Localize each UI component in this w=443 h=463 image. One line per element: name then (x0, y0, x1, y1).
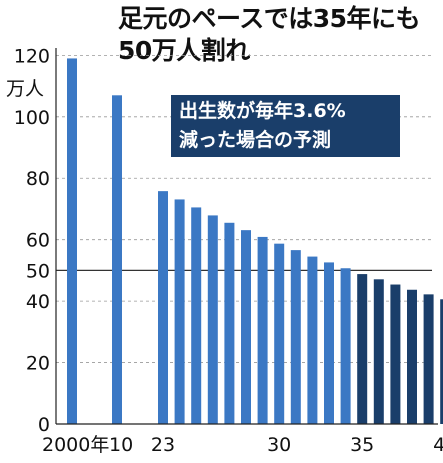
bar-2025 (191, 207, 202, 424)
bar-2039 (423, 294, 434, 424)
bar-2027 (224, 222, 235, 424)
bar-2024 (174, 199, 185, 424)
bar-2032 (307, 256, 318, 424)
bar-2023 (158, 191, 168, 424)
bar-2030 (274, 243, 285, 424)
bar-2040 (440, 299, 443, 424)
bar-2029 (257, 236, 268, 424)
y-tick-label: 60 (26, 230, 50, 252)
bar-2010 (112, 95, 122, 425)
annotation-line-2: 減った場合の予測 (179, 129, 332, 151)
bar-2034 (340, 268, 351, 424)
annotation-box: 出生数が毎年3.6% 減った場合の予測 (171, 95, 400, 157)
y-tick-label: 120 (14, 45, 50, 67)
y-tick-label: 50 (26, 260, 50, 282)
bar-2033 (324, 262, 334, 424)
unit-label: 万人 (6, 78, 45, 100)
y-tick-label: 0 (38, 414, 50, 436)
bar-2037 (390, 284, 401, 424)
bar-2031 (290, 250, 301, 424)
y-tick-label: 100 (14, 107, 50, 129)
chart-title: 足元のペースでは35年にも (118, 4, 421, 33)
annotation-line-1: 出生数が毎年3.6% (179, 100, 346, 122)
bar-2035 (357, 274, 368, 424)
x-tick-label: 30 (267, 434, 291, 456)
bar-2028 (241, 230, 251, 424)
bar-2038 (407, 289, 417, 424)
y-tick-label: 40 (26, 291, 50, 313)
x-tick-label: 40 (433, 434, 443, 456)
x-tick-label: 2000年 (42, 434, 109, 456)
bar-2036 (373, 279, 384, 424)
bar-2000 (67, 58, 77, 424)
bar-2026 (207, 215, 218, 424)
x-tick-label: 23 (151, 434, 175, 456)
chart-subtitle: 50万人割れ (118, 36, 250, 65)
y-tick-label: 20 (26, 353, 50, 375)
y-tick-label: 80 (26, 168, 50, 190)
x-tick-label: 35 (350, 434, 374, 456)
x-tick-label: 10 (109, 434, 133, 456)
